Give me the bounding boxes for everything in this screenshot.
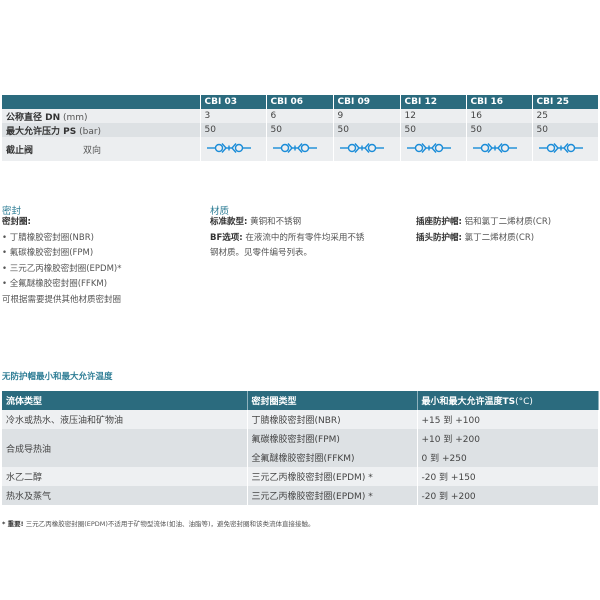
temperature-table: 流体类型 密封圈类型 最小和最大允许温度TS(°C) 冷水或热水、液压油和矿物油 丁腈…: [2, 391, 599, 505]
cell: 6: [266, 109, 334, 123]
footnote: * 重要! 三元乙丙橡胶密封圈(EPDM)不适用于矿物型流体(如油、油脂等)，避…: [2, 520, 315, 528]
model-header: CBI 16: [466, 95, 533, 109]
valve-icon: [333, 137, 401, 161]
cell: 3: [200, 109, 267, 123]
cell: 25: [532, 109, 599, 123]
list-item: • 氟碳橡胶密封圈(FPM): [2, 248, 94, 258]
table-row: 最大允许压力 PS (bar) 50 50 50 50 50 50: [2, 123, 599, 137]
header-fluid: 流体类型: [2, 391, 248, 410]
table-row: 水乙二醇 三元乙丙橡胶密封圈(EPDM) * -20 到 +150: [2, 467, 599, 486]
table-row: 公称直径 DN (mm) 3 6 9 12 16 25: [2, 109, 599, 123]
cell: 9: [333, 109, 401, 123]
model-header: CBI 25: [532, 95, 599, 109]
material-title: 材质: [210, 206, 230, 217]
spec-table: CBI 03 CBI 06 CBI 09 CBI 12 CBI 16 CBI 2…: [2, 95, 599, 161]
cell: 50: [532, 123, 599, 137]
cell: 16: [466, 109, 533, 123]
seal-subtitle: 密封圈:: [2, 217, 31, 227]
cap-text: 插座防护帽: 铝和氯丁二烯材质(CR) 插头防护帽: 氯丁二烯材质(CR): [416, 217, 552, 243]
model-header: CBI 09: [333, 95, 401, 109]
cell: 50: [333, 123, 401, 137]
table-row: 截止阀 双向: [2, 137, 599, 161]
header-temp: 最小和最大允许温度TS(°C): [417, 391, 599, 410]
header-seal: 密封圈类型: [247, 391, 418, 410]
table-row: 冷水或热水、液压油和矿物油 丁腈橡胶密封圈(NBR) +15 到 +100: [2, 410, 599, 429]
table-row: 合成导热油 氟碳橡胶密封圈(FPM) +10 到 +200: [2, 429, 599, 467]
list-item: • 三元乙丙橡胶密封圈(EPDM)*: [2, 263, 122, 274]
model-header: CBI 03: [200, 95, 267, 109]
row-label: 公称直径 DN (mm): [2, 109, 201, 123]
cell: 50: [266, 123, 334, 137]
row-label: 截止阀 双向: [2, 137, 201, 161]
cell: 12: [400, 109, 467, 123]
cell: 50: [466, 123, 533, 137]
header-blank: [2, 95, 201, 109]
seal-title: 密封: [2, 206, 22, 217]
list-item: • 全氟醚橡胶密封圈(FFKM): [2, 279, 108, 289]
table-row: 全氟醚橡胶密封圈(FFKM) 0 到 +250: [2, 448, 599, 467]
seal-list: 密封圈: • 丁腈橡胶密封圈(NBR) • 氟碳橡胶密封圈(FPM) • 三元乙…: [2, 215, 121, 308]
temp-title: 无防护帽最小和最大允许温度: [2, 372, 113, 382]
valve-icon: [266, 137, 334, 161]
list-item: • 丁腈橡胶密封圈(NBR): [2, 232, 94, 243]
cell: 50: [400, 123, 467, 137]
cell: 50: [200, 123, 267, 137]
table-row: 热水及蒸气 三元乙丙橡胶密封圈(EPDM) * -20 到 +200: [2, 486, 599, 505]
valve-icon: [200, 137, 267, 161]
model-header: CBI 06: [266, 95, 334, 109]
model-header: CBI 12: [400, 95, 467, 109]
valve-icon: [400, 137, 467, 161]
valve-icon: [466, 137, 533, 161]
valve-icon: [532, 137, 599, 161]
material-text: 标准款型: 黄铜和不锈钢 BF选项: 在液流中的所有零件均采用不锈 钢材质。见零…: [210, 217, 365, 258]
seal-note: 可根据需要提供其他材质密封圈: [2, 294, 122, 305]
row-label: 最大允许压力 PS (bar): [2, 123, 201, 137]
